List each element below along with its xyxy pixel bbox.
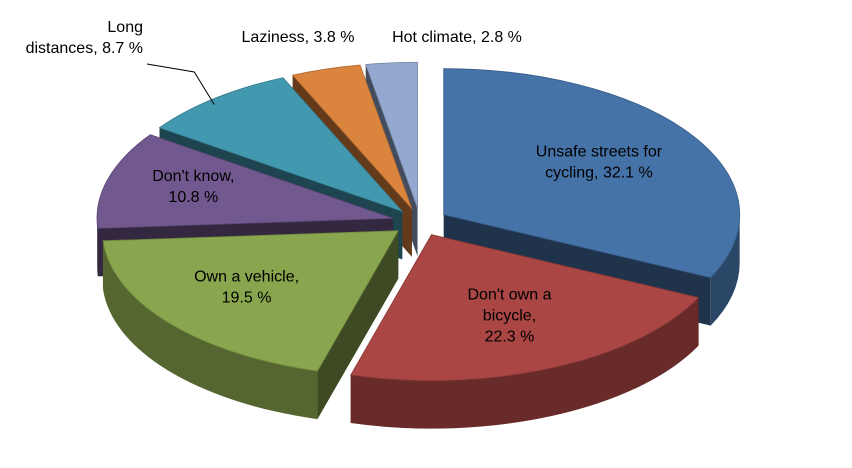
slice-top [350,234,700,381]
slice-wall [97,218,98,277]
leader-line [146,63,215,105]
slice-label: Laziness, 3.8 % [242,29,355,46]
slice-top [96,134,394,229]
slice-label: Hot climate, 2.8 % [392,29,522,46]
slice-label: Long distances, 8.7 % [26,19,143,57]
pie-slice [102,230,399,420]
pie-labels: Unsafe streets for cycling, 32.1 % Don't o… [26,19,663,346]
slice-top [365,61,418,209]
pie-slices [96,61,741,429]
slice-label: Unsafe streets for cycling, 32.1 % [536,143,663,181]
slice-wall [102,240,318,420]
slice-label: Don't own a bicycle, 22.3 % [467,287,551,346]
slice-label: Own a vehicle, 19.5 % [194,268,299,306]
slice-top [443,68,741,279]
slice-top [291,64,413,210]
slice-top [102,230,399,372]
slice-top [158,77,404,213]
slice-wall [350,297,699,429]
pie-slice [350,234,700,429]
slice-wall [710,214,740,326]
slice-label: Don't know, 10.8 % [152,168,234,206]
